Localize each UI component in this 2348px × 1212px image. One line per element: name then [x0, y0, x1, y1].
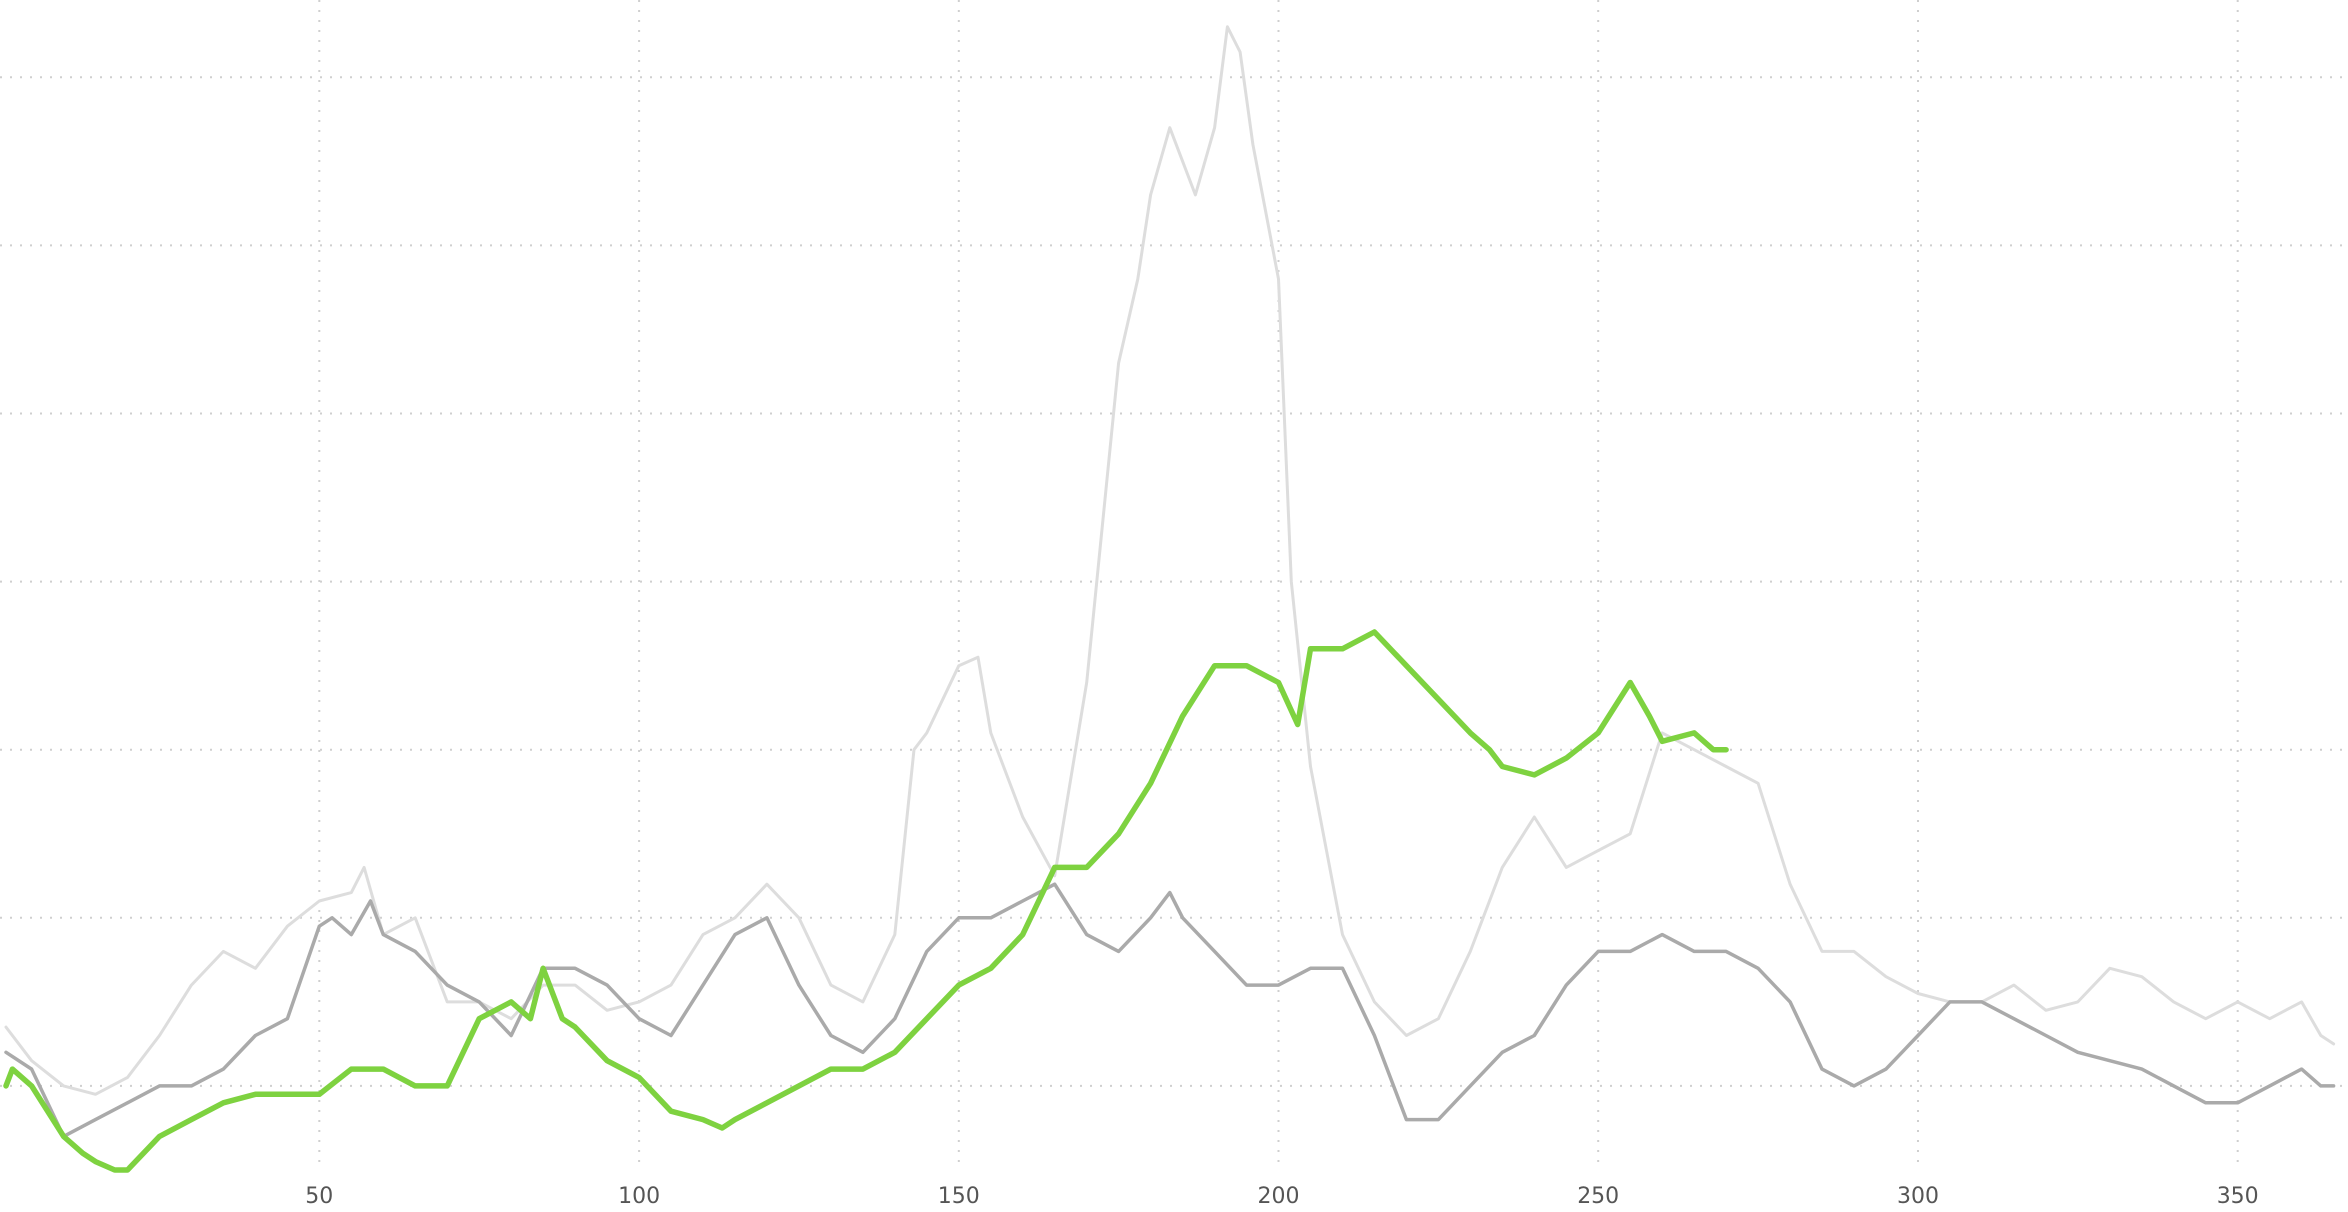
x-tick-label: 200 [1258, 1184, 1300, 1209]
x-tick-label: 250 [1577, 1184, 1619, 1209]
x-tick-label: 300 [1897, 1184, 1939, 1209]
series-line-light [4, 25, 2336, 1096]
series-group [3, 25, 2336, 1173]
x-tick-label: 100 [618, 1184, 660, 1209]
series-line-mid [4, 882, 2336, 1139]
x-axis: 50 100 150 200 250 300 350 [305, 1184, 2258, 1209]
x-tick-label: 350 [2217, 1184, 2259, 1209]
x-tick-label: 150 [938, 1184, 980, 1209]
grid [0, 0, 2348, 1165]
x-tick-label: 50 [305, 1184, 333, 1209]
series-line-highlight [3, 629, 1729, 1173]
